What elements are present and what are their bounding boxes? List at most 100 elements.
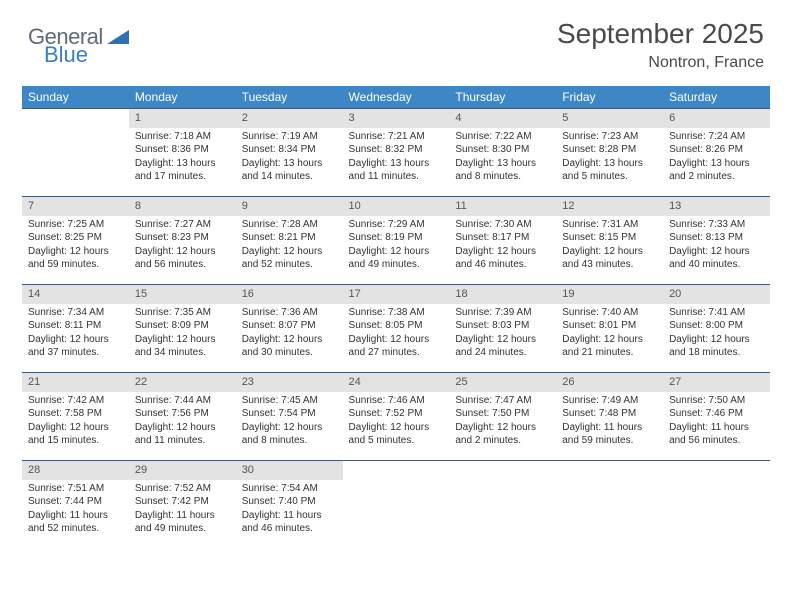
- sunset-text: Sunset: 7:58 PM: [28, 407, 123, 421]
- sunset-text: Sunset: 8:01 PM: [562, 319, 657, 333]
- day-header: Sunday: [22, 86, 129, 109]
- day-body: Sunrise: 7:29 AMSunset: 8:19 PMDaylight:…: [343, 216, 450, 276]
- daylight-text: Daylight: 12 hours and 27 minutes.: [349, 333, 444, 360]
- daylight-text: Daylight: 13 hours and 14 minutes.: [242, 157, 337, 184]
- day-body: Sunrise: 7:31 AMSunset: 8:15 PMDaylight:…: [556, 216, 663, 276]
- calendar-day-cell: 15Sunrise: 7:35 AMSunset: 8:09 PMDayligh…: [129, 285, 236, 373]
- day-number: 20: [663, 285, 770, 304]
- calendar-day-cell: [449, 461, 556, 549]
- sunrise-text: Sunrise: 7:49 AM: [562, 394, 657, 408]
- calendar-week-row: 14Sunrise: 7:34 AMSunset: 8:11 PMDayligh…: [22, 285, 770, 373]
- day-number: 4: [449, 109, 556, 128]
- calendar-day-cell: 20Sunrise: 7:41 AMSunset: 8:00 PMDayligh…: [663, 285, 770, 373]
- day-body: Sunrise: 7:34 AMSunset: 8:11 PMDaylight:…: [22, 304, 129, 364]
- calendar-day-cell: 29Sunrise: 7:52 AMSunset: 7:42 PMDayligh…: [129, 461, 236, 549]
- calendar-day-cell: 23Sunrise: 7:45 AMSunset: 7:54 PMDayligh…: [236, 373, 343, 461]
- header: General September 2025 Nontron, France: [0, 0, 792, 80]
- day-number: 5: [556, 109, 663, 128]
- day-body: Sunrise: 7:18 AMSunset: 8:36 PMDaylight:…: [129, 128, 236, 188]
- daylight-text: Daylight: 12 hours and 56 minutes.: [135, 245, 230, 272]
- sunrise-text: Sunrise: 7:50 AM: [669, 394, 764, 408]
- day-body: Sunrise: 7:24 AMSunset: 8:26 PMDaylight:…: [663, 128, 770, 188]
- sunset-text: Sunset: 7:46 PM: [669, 407, 764, 421]
- logo-triangle-icon: [107, 26, 129, 49]
- daylight-text: Daylight: 11 hours and 59 minutes.: [562, 421, 657, 448]
- calendar-day-cell: 2Sunrise: 7:19 AMSunset: 8:34 PMDaylight…: [236, 109, 343, 197]
- day-body: Sunrise: 7:21 AMSunset: 8:32 PMDaylight:…: [343, 128, 450, 188]
- day-header: Monday: [129, 86, 236, 109]
- day-body: Sunrise: 7:33 AMSunset: 8:13 PMDaylight:…: [663, 216, 770, 276]
- day-header: Friday: [556, 86, 663, 109]
- daylight-text: Daylight: 12 hours and 37 minutes.: [28, 333, 123, 360]
- day-body: Sunrise: 7:41 AMSunset: 8:00 PMDaylight:…: [663, 304, 770, 364]
- sunset-text: Sunset: 7:56 PM: [135, 407, 230, 421]
- sunset-text: Sunset: 8:17 PM: [455, 231, 550, 245]
- sunset-text: Sunset: 7:48 PM: [562, 407, 657, 421]
- sunrise-text: Sunrise: 7:41 AM: [669, 306, 764, 320]
- calendar-day-cell: 6Sunrise: 7:24 AMSunset: 8:26 PMDaylight…: [663, 109, 770, 197]
- day-body: Sunrise: 7:30 AMSunset: 8:17 PMDaylight:…: [449, 216, 556, 276]
- day-body: Sunrise: 7:27 AMSunset: 8:23 PMDaylight:…: [129, 216, 236, 276]
- calendar-table: Sunday Monday Tuesday Wednesday Thursday…: [22, 86, 770, 549]
- calendar-week-row: 28Sunrise: 7:51 AMSunset: 7:44 PMDayligh…: [22, 461, 770, 549]
- daylight-text: Daylight: 11 hours and 46 minutes.: [242, 509, 337, 536]
- daylight-text: Daylight: 12 hours and 43 minutes.: [562, 245, 657, 272]
- sunrise-text: Sunrise: 7:33 AM: [669, 218, 764, 232]
- daylight-text: Daylight: 13 hours and 8 minutes.: [455, 157, 550, 184]
- daylight-text: Daylight: 13 hours and 11 minutes.: [349, 157, 444, 184]
- daylight-text: Daylight: 12 hours and 52 minutes.: [242, 245, 337, 272]
- sunrise-text: Sunrise: 7:23 AM: [562, 130, 657, 144]
- calendar-day-cell: 24Sunrise: 7:46 AMSunset: 7:52 PMDayligh…: [343, 373, 450, 461]
- sunrise-text: Sunrise: 7:18 AM: [135, 130, 230, 144]
- daylight-text: Daylight: 13 hours and 17 minutes.: [135, 157, 230, 184]
- calendar-day-cell: 14Sunrise: 7:34 AMSunset: 8:11 PMDayligh…: [22, 285, 129, 373]
- daylight-text: Daylight: 12 hours and 59 minutes.: [28, 245, 123, 272]
- day-number: 9: [236, 197, 343, 216]
- calendar-day-cell: 13Sunrise: 7:33 AMSunset: 8:13 PMDayligh…: [663, 197, 770, 285]
- day-number: 29: [129, 461, 236, 480]
- calendar-day-cell: [343, 461, 450, 549]
- calendar-day-cell: [556, 461, 663, 549]
- day-header: Thursday: [449, 86, 556, 109]
- sunset-text: Sunset: 8:28 PM: [562, 143, 657, 157]
- daylight-text: Daylight: 11 hours and 56 minutes.: [669, 421, 764, 448]
- daylight-text: Daylight: 11 hours and 52 minutes.: [28, 509, 123, 536]
- daylight-text: Daylight: 12 hours and 34 minutes.: [135, 333, 230, 360]
- sunset-text: Sunset: 8:32 PM: [349, 143, 444, 157]
- day-body: Sunrise: 7:36 AMSunset: 8:07 PMDaylight:…: [236, 304, 343, 364]
- sunset-text: Sunset: 8:23 PM: [135, 231, 230, 245]
- day-number: 30: [236, 461, 343, 480]
- day-body: Sunrise: 7:50 AMSunset: 7:46 PMDaylight:…: [663, 392, 770, 452]
- day-header: Tuesday: [236, 86, 343, 109]
- calendar-week-row: 1Sunrise: 7:18 AMSunset: 8:36 PMDaylight…: [22, 109, 770, 197]
- day-body: Sunrise: 7:49 AMSunset: 7:48 PMDaylight:…: [556, 392, 663, 452]
- day-number: 13: [663, 197, 770, 216]
- day-number: 26: [556, 373, 663, 392]
- sunset-text: Sunset: 8:11 PM: [28, 319, 123, 333]
- sunrise-text: Sunrise: 7:42 AM: [28, 394, 123, 408]
- calendar-day-cell: 7Sunrise: 7:25 AMSunset: 8:25 PMDaylight…: [22, 197, 129, 285]
- day-body: Sunrise: 7:51 AMSunset: 7:44 PMDaylight:…: [22, 480, 129, 540]
- calendar-day-cell: 28Sunrise: 7:51 AMSunset: 7:44 PMDayligh…: [22, 461, 129, 549]
- day-number: 17: [343, 285, 450, 304]
- day-number: 19: [556, 285, 663, 304]
- day-number: 10: [343, 197, 450, 216]
- sunset-text: Sunset: 7:52 PM: [349, 407, 444, 421]
- calendar-week-row: 21Sunrise: 7:42 AMSunset: 7:58 PMDayligh…: [22, 373, 770, 461]
- logo-text-blue: Blue: [44, 42, 88, 68]
- sunrise-text: Sunrise: 7:24 AM: [669, 130, 764, 144]
- sunrise-text: Sunrise: 7:35 AM: [135, 306, 230, 320]
- day-body: Sunrise: 7:42 AMSunset: 7:58 PMDaylight:…: [22, 392, 129, 452]
- calendar-day-cell: 10Sunrise: 7:29 AMSunset: 8:19 PMDayligh…: [343, 197, 450, 285]
- sunrise-text: Sunrise: 7:46 AM: [349, 394, 444, 408]
- sunset-text: Sunset: 7:54 PM: [242, 407, 337, 421]
- sunset-text: Sunset: 8:26 PM: [669, 143, 764, 157]
- day-number: 23: [236, 373, 343, 392]
- sunrise-text: Sunrise: 7:21 AM: [349, 130, 444, 144]
- daylight-text: Daylight: 12 hours and 18 minutes.: [669, 333, 764, 360]
- sunset-text: Sunset: 8:21 PM: [242, 231, 337, 245]
- calendar-day-cell: 26Sunrise: 7:49 AMSunset: 7:48 PMDayligh…: [556, 373, 663, 461]
- day-number: 18: [449, 285, 556, 304]
- day-number: 24: [343, 373, 450, 392]
- daylight-text: Daylight: 12 hours and 21 minutes.: [562, 333, 657, 360]
